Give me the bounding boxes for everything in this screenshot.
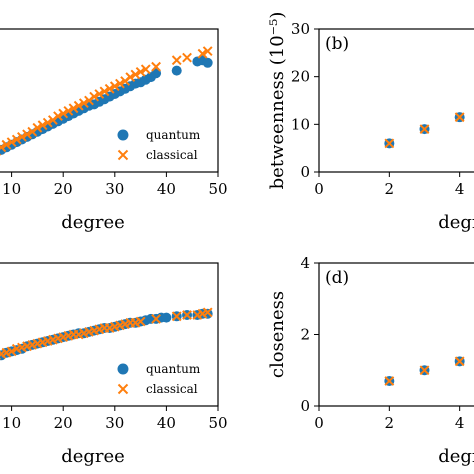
legend-label-classical: classical — [146, 148, 198, 162]
plot-frame — [318, 28, 474, 173]
classical-point — [197, 48, 208, 59]
classical-point — [135, 316, 146, 327]
x-tick-label: 50 — [208, 414, 227, 432]
x-tick-label: 20 — [54, 414, 73, 432]
x-tick-label: 50 — [208, 180, 227, 198]
x-tick-label: 2 — [385, 414, 395, 432]
classical-point — [42, 117, 53, 128]
classical-point — [202, 46, 213, 57]
y-axis-label: closeness — [267, 291, 288, 378]
classical-point — [454, 112, 465, 123]
y-tick-label: 0 — [300, 163, 310, 181]
classical-point — [151, 61, 161, 72]
panel-a: 01020304050degreequantumclassical — [0, 28, 228, 233]
x-tick-label: 4 — [455, 180, 465, 198]
classical-point — [58, 108, 69, 119]
x-axis-label: degree — [438, 446, 474, 467]
classical-point — [109, 81, 120, 92]
x-tick-label: 2 — [385, 180, 395, 198]
classical-point — [32, 122, 43, 133]
quantum-point — [202, 57, 213, 68]
x-tick-label: 20 — [54, 180, 73, 198]
classical-point — [63, 105, 74, 116]
classical-point — [94, 89, 105, 99]
panel-b: 0 2 4 0 10 20 30 degree betweenness (10⁻⁵) (b) — [267, 12, 474, 233]
classical-point — [135, 66, 146, 77]
classical-point — [384, 138, 395, 149]
classical-point — [171, 311, 182, 322]
y-tick-label: 4 — [300, 254, 310, 272]
x-axis-label: degree — [61, 212, 125, 233]
quantum-point — [161, 312, 172, 323]
classical-point — [130, 69, 141, 80]
x-tick-label: 40 — [157, 180, 176, 198]
classical-point — [151, 313, 161, 324]
classical-point — [53, 111, 63, 122]
x-axis-label: degree — [438, 212, 474, 233]
plot-frame — [0, 28, 219, 173]
y-tick-label: 30 — [291, 20, 310, 38]
x-tick-label: 10 — [2, 414, 21, 432]
classical-point — [182, 52, 192, 63]
classical-point — [6, 346, 17, 357]
classical-point — [89, 91, 100, 102]
classical-point — [115, 78, 125, 89]
x-axis-label: degree — [61, 446, 125, 467]
y-tick-label: 20 — [291, 68, 310, 86]
classical-point — [182, 310, 192, 320]
classical-point — [17, 131, 27, 142]
x-tick-label: 0 — [314, 414, 324, 432]
x-tick-label: 4 — [455, 414, 465, 432]
x-tick-label: 30 — [105, 414, 124, 432]
classical-point — [37, 120, 48, 131]
legend-marker-quantum — [117, 129, 129, 141]
legend-label-quantum: quantum — [146, 362, 201, 376]
plot-frame — [0, 262, 219, 407]
classical-point — [419, 365, 430, 376]
quantum-point — [171, 65, 182, 76]
classical-point — [125, 72, 136, 83]
classical-point — [1, 139, 12, 150]
classical-point — [11, 134, 22, 145]
legend-marker-quantum — [117, 363, 129, 375]
classical-point — [171, 55, 182, 66]
quantum-point — [151, 68, 162, 79]
y-tick-label: 10 — [291, 115, 310, 133]
plot-frame — [318, 262, 474, 407]
x-tick-label: 40 — [157, 414, 176, 432]
classical-point — [202, 307, 213, 318]
classical-point — [73, 100, 84, 111]
classical-point — [0, 142, 7, 153]
panel-label: (b) — [325, 34, 349, 54]
classical-point — [140, 64, 151, 75]
classical-point — [104, 83, 115, 94]
legend-marker-classical — [117, 383, 129, 395]
panel-c: 01020304050degreequantumclassical — [0, 262, 228, 467]
y-axis-label: betweenness (10⁻⁵) — [267, 12, 288, 190]
classical-point — [419, 124, 430, 135]
classical-point — [22, 129, 32, 140]
y-tick-label: 0 — [300, 397, 310, 415]
panel-d: 0 2 4 0 2 4 degree closeness (d) — [267, 254, 474, 467]
legend-marker-classical — [117, 149, 129, 161]
x-tick-label: 30 — [105, 180, 124, 198]
classical-point — [454, 356, 465, 367]
classical-point — [99, 86, 110, 97]
classical-point — [78, 98, 89, 109]
y-tick-label: 2 — [300, 326, 310, 344]
legend-label-classical: classical — [146, 382, 198, 396]
legend-label-quantum: quantum — [146, 128, 201, 142]
panel-label: (d) — [325, 268, 349, 288]
classical-point — [384, 376, 395, 386]
classical-point — [68, 103, 79, 114]
x-tick-label: 0 — [314, 180, 324, 198]
classical-point — [6, 137, 17, 148]
x-tick-label: 10 — [2, 180, 21, 198]
